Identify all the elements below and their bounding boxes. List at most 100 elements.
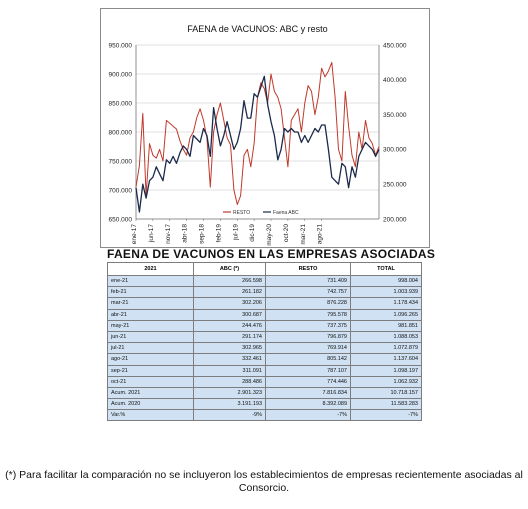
table-cell: 1.072.879: [350, 342, 422, 355]
x-tick-label: may-20: [266, 224, 273, 246]
x-tick-label: jun-17: [148, 224, 155, 243]
table-cell: 10.718.157: [350, 386, 422, 400]
table-cell: 291.174: [193, 330, 266, 344]
table-row: feb-21 261.182 742.757 1.003.939: [107, 286, 422, 299]
y-tick-label-right: 450.000: [383, 42, 407, 49]
table-cell: 998.004: [350, 274, 422, 288]
table-cell: 1.137.604: [350, 353, 422, 366]
data-table: 2021 ABC (*) RESTO TOTAL ene-21 266.598 731.4…: [107, 262, 422, 422]
table-cell: 876.228: [265, 297, 351, 310]
y-tick-label-right: 250.000: [383, 182, 407, 189]
table-row: oct-21 288.486 774.446 1.062.932: [107, 375, 422, 388]
x-tick-label: ene-17: [131, 224, 138, 245]
table-cell: 981.851: [350, 319, 422, 332]
table-row: mar-21 302.206 876.228 1.178.434: [107, 297, 422, 310]
column-header: TOTAL: [350, 262, 422, 276]
table-row: Var.% -9% -7% -7%: [107, 409, 422, 422]
table-cell: 742.757: [265, 286, 351, 299]
table-row: sep-21 311.091 787.107 1.098.197: [107, 364, 422, 377]
table-cell: 266.598: [193, 274, 266, 288]
x-tick-label: jul-19: [232, 224, 239, 241]
table-row: abr-21 300.687 795.578 1.096.265: [107, 308, 422, 321]
table-cell: 288.486: [193, 375, 266, 388]
x-tick-label: abr-18: [182, 224, 189, 243]
table-row: may-21 244.476 737.375 981.851: [107, 319, 422, 332]
y-tick-label-left: 750.000: [109, 158, 133, 165]
table-cell: 795.578: [265, 308, 351, 321]
x-tick-label: oct-20: [283, 224, 290, 242]
table-cell: 1.062.932: [350, 375, 422, 388]
table-cell: ene-21: [107, 274, 194, 288]
table-header-row: 2021 ABC (*) RESTO TOTAL: [107, 262, 422, 276]
y-tick-label-right: 350.000: [383, 112, 407, 119]
table-title: FAENA DE VACUNOS EN LAS EMPRESAS ASOCIAD…: [107, 247, 436, 261]
table-cell: 8.392.089: [265, 398, 351, 411]
table-cell: may-21: [107, 319, 194, 332]
table-cell: 796.879: [265, 330, 351, 344]
column-header: 2021: [107, 262, 194, 276]
table-row: jul-21 302.965 769.914 1.072.879: [107, 342, 422, 355]
table-cell: 787.107: [265, 364, 351, 377]
table-cell: 731.409: [265, 274, 351, 288]
table-cell: 805.142: [265, 353, 351, 366]
y-tick-label-left: 850.000: [109, 100, 133, 107]
table-row: ago-21 332.461 805.142 1.137.604: [107, 353, 422, 366]
table-cell: jun-21: [107, 330, 194, 344]
table-cell: ago-21: [107, 353, 194, 366]
table-cell: 774.446: [265, 375, 351, 388]
column-header: ABC (*): [193, 262, 266, 276]
table-container: FAENA DE VACUNOS EN LAS EMPRESAS ASOCIAD…: [107, 246, 436, 422]
footnote: (*) Para facilitar la comparación no se …: [5, 469, 523, 494]
table-cell: 1.096.265: [350, 308, 422, 321]
table-cell: abr-21: [107, 308, 194, 321]
table-cell: feb-21: [107, 286, 194, 299]
table-cell: 7.816.834: [265, 386, 351, 400]
table-cell: Acum. 2020: [107, 398, 194, 411]
table-cell: Acum. 2021: [107, 386, 194, 400]
legend-label: Faena ABC: [273, 210, 299, 216]
table-cell: mar-21: [107, 297, 194, 310]
table-row: jun-21 291.174 796.879 1.088.053: [107, 330, 422, 344]
table-cell: -9%: [193, 409, 266, 422]
table-cell: 11.583.283: [350, 398, 422, 411]
x-tick-label: nov-17: [165, 224, 172, 244]
table-cell: 261.182: [193, 286, 266, 299]
x-tick-label: sep-18: [199, 224, 206, 244]
column-header: RESTO: [265, 262, 351, 276]
table-cell: 1.003.939: [350, 286, 422, 299]
y-tick-label-left: 650.000: [109, 216, 133, 223]
table-cell: 737.375: [265, 319, 351, 332]
table-row: ene-21 266.598 731.409 998.004: [107, 274, 422, 288]
table-cell: 1.178.434: [350, 297, 422, 310]
x-tick-label: mar-21: [300, 224, 307, 245]
x-tick-label: ago-21: [317, 224, 324, 245]
table-cell: 300.687: [193, 308, 266, 321]
table-cell: jul-21: [107, 342, 194, 355]
table-cell: 311.091: [193, 364, 266, 377]
table-cell: 332.461: [193, 353, 266, 366]
y-tick-label-left: 800.000: [109, 129, 133, 136]
series-line-abc: [135, 75, 380, 213]
table-row: Acum. 2020 3.191.193 8.392.089 11.583.283: [107, 398, 422, 411]
chart-title: FAENA de VACUNOS: ABC y resto: [187, 24, 327, 34]
y-tick-label-left: 900.000: [109, 71, 133, 78]
x-tick-label: dic-19: [249, 224, 256, 242]
table-cell: 3.191.193: [193, 398, 266, 411]
y-tick-label-right: 200.000: [383, 216, 407, 223]
table-cell: 769.914: [265, 342, 351, 355]
y-tick-label-right: 300.000: [383, 147, 407, 154]
table-cell: 2.901.323: [193, 386, 266, 400]
table-cell: oct-21: [107, 375, 194, 388]
y-tick-label-left: 700.000: [109, 187, 133, 194]
table-cell: Var.%: [107, 409, 194, 422]
line-chart: FAENA de VACUNOS: ABC y resto 650.000 700.…: [109, 24, 407, 246]
x-tick-label: feb-19: [215, 224, 222, 243]
series-line-resto: [135, 61, 380, 205]
table-cell: 244.476: [193, 319, 266, 332]
table-cell: sep-21: [107, 364, 194, 377]
table-cell: -7%: [265, 409, 351, 422]
legend-label: RESTO: [233, 210, 250, 216]
table-cell: 302.965: [193, 342, 266, 355]
table-cell: 302.206: [193, 297, 266, 310]
y-tick-label-left: 950.000: [109, 42, 133, 49]
